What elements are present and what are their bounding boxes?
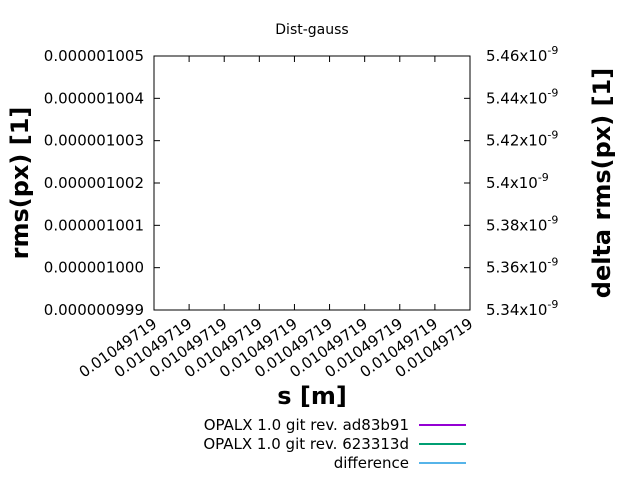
y-ticks: 0.000000999 0.000001000 0.000001001 0.00000… <box>44 47 160 319</box>
y2-tick-label: 5.42x10-9 <box>486 129 558 150</box>
y2-tick-exponent: -9 <box>538 171 549 184</box>
y-tick-label: 0.000001002 <box>44 174 144 192</box>
legend-label: OPALX 1.0 git rev. ad83b91 <box>204 416 409 434</box>
y-axis-label: rms(px) [1] <box>6 107 34 260</box>
y2-tick-exponent: -9 <box>547 129 558 142</box>
y2-tick-exponent: -9 <box>547 213 558 226</box>
y-tick-label: 0.000001001 <box>44 216 144 234</box>
y2-tick-exponent: -9 <box>547 86 558 99</box>
x-axis-label: s [m] <box>277 382 347 410</box>
y2-tick-label: 5.36x10-9 <box>486 256 558 277</box>
y2-tick-label: 5.4x10-9 <box>486 171 549 192</box>
y-tick-label: 0.000001003 <box>44 132 144 150</box>
legend-label: OPALX 1.0 git rev. 623313d <box>203 435 409 453</box>
y-tick-label: 0.000000999 <box>44 301 144 319</box>
y2-axis-label: delta rms(px) [1] <box>588 68 616 298</box>
chart-title: Dist-gauss <box>275 22 348 38</box>
y2-tick-exponent: -9 <box>547 44 558 57</box>
y2-tick-label: 5.34x10-9 <box>486 298 558 319</box>
y-tick-label: 0.000001000 <box>44 259 144 277</box>
y2-tick-exponent: -9 <box>547 298 558 311</box>
y2-tick-label: 5.38x10-9 <box>486 213 558 234</box>
plot-frame <box>153 55 471 311</box>
y2-tick-exponent: -9 <box>547 256 558 269</box>
y2-ticks: 5.34x10-9 5.36x10-9 5.38x10-9 5.4x10-9 5.42x… <box>464 44 558 319</box>
y2-tick-label: 5.44x10-9 <box>486 86 558 107</box>
y-tick-label: 0.000001005 <box>44 47 144 65</box>
y-tick-label: 0.000001004 <box>44 89 144 107</box>
legend-label: difference <box>334 454 409 472</box>
y2-tick-label: 5.46x10-9 <box>486 44 558 65</box>
